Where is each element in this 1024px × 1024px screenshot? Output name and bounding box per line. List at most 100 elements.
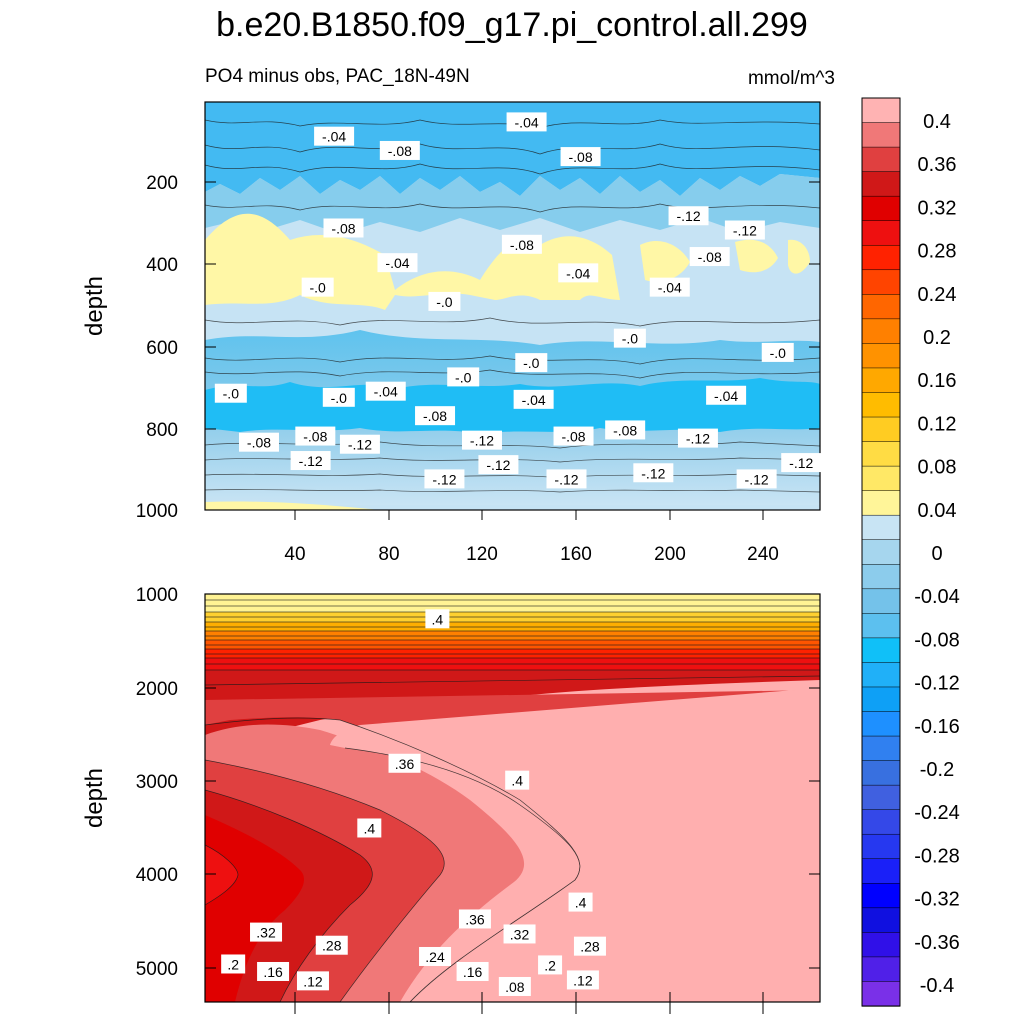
colorbar-swatch [861, 343, 901, 369]
contour-label-text: -.12 [299, 453, 323, 469]
colorbar-swatch [861, 809, 901, 835]
lower-x-ticks [294, 992, 764, 1014]
contour-label-box [290, 451, 331, 471]
contour-label-box [706, 385, 747, 405]
contour-label-text: -.12 [470, 433, 494, 449]
contour-label-text: .2 [544, 957, 556, 973]
contour-label-text: -.12 [745, 471, 769, 487]
contour-label: -.12 [546, 469, 587, 489]
contour-label-box [736, 469, 777, 489]
colorbar-label: 0.08 [918, 457, 957, 479]
contour-label-text: -.12 [686, 431, 710, 447]
lower-band-orange [205, 622, 820, 631]
contour-label: .4 [568, 892, 593, 912]
upper-panel-fields [205, 102, 820, 510]
colorbar-label: 0.28 [918, 241, 957, 263]
colorbar-swatch [861, 97, 901, 124]
colorbar-label: -0.4 [920, 975, 954, 997]
contour-label: -.04 [513, 389, 554, 409]
contour-label: -.08 [379, 140, 420, 160]
contour-label-text: -.12 [641, 465, 665, 481]
colorbar-swatch [861, 711, 901, 737]
colorbar-swatch [861, 367, 901, 394]
colorbar-swatch [861, 784, 901, 811]
colorbar-swatch [861, 416, 901, 443]
colorbar-label: -0.32 [914, 889, 960, 911]
lower-band-yellow [205, 594, 820, 612]
colorbar-swatch [861, 392, 901, 418]
colorbar-swatch [861, 441, 901, 467]
contour-label-box [214, 383, 247, 403]
colorbar-swatch [861, 858, 901, 884]
contour-label: .16 [456, 961, 489, 981]
contour-label-box [501, 234, 542, 254]
contour-label: .2 [221, 954, 246, 974]
contour-label: .24 [419, 946, 452, 966]
contour-label: -.12 [677, 428, 718, 448]
colorbar-label: 0.4 [923, 111, 951, 133]
contour-label: .36 [458, 909, 491, 929]
upper-xtick-label: 120 [466, 544, 498, 565]
contour-label-text: .36 [465, 911, 485, 927]
contour-label-text: .16 [463, 964, 483, 980]
contour-label-box [761, 342, 794, 362]
contour-label-text: -.08 [247, 435, 271, 451]
upper-warm-small-2 [735, 239, 778, 273]
lower-ytick-label: 3000 [136, 772, 178, 793]
contour-label-text: -.08 [613, 422, 637, 438]
colorbar-label: 0.32 [918, 197, 957, 219]
colorbar-label: -0.28 [914, 845, 960, 867]
contour-label-box [649, 277, 690, 297]
colorbar-swatch [861, 588, 901, 615]
upper-ytick-label: 200 [146, 173, 178, 194]
colorbar-swatch [861, 171, 901, 197]
contour-label-text: .4 [575, 895, 587, 911]
contour-label: -.12 [339, 434, 380, 454]
contour-label-box [301, 277, 334, 297]
colorbar-swatch [861, 146, 901, 173]
contour-label-text: -.04 [385, 255, 409, 271]
contour-label: -.0 [613, 328, 646, 348]
colorbar-label: -0.36 [914, 932, 960, 954]
upper-ytick-label: 600 [146, 338, 178, 359]
colorbar-swatch [861, 956, 901, 983]
contour-label-box [425, 609, 450, 629]
contour-label-text: -.0 [223, 386, 240, 402]
contour-label-box [605, 420, 646, 440]
contour-label-text: -.04 [714, 388, 738, 404]
contour-label-text: -.04 [522, 392, 546, 408]
contour-label: .36 [388, 753, 421, 773]
contour-label-text: -.0 [770, 345, 787, 361]
contour-label-box [633, 463, 674, 483]
contour-label-box [379, 140, 420, 160]
upper-xtick-label: 160 [560, 544, 592, 565]
contour-label: -.08 [689, 247, 730, 267]
contour-label-box [677, 428, 718, 448]
contour-label-text: .4 [363, 820, 375, 836]
contour-label-text: .08 [505, 979, 525, 995]
colorbar-label: -0.24 [914, 802, 960, 824]
lower-plot-frame [204, 593, 821, 1003]
contour-label-text: .32 [510, 926, 530, 942]
colorbar-label: -0.04 [914, 586, 960, 608]
colorbar-frame [861, 97, 901, 1007]
contour-label-text: -.0 [331, 390, 348, 406]
contour-label-box [357, 818, 382, 838]
contour-label: .4 [357, 818, 382, 838]
contour-label-text: -.0 [309, 280, 326, 296]
contour-label-box [546, 469, 587, 489]
contour-label-box [478, 455, 519, 475]
contour-label-text: -.04 [322, 129, 346, 145]
colorbar-swatch [861, 637, 901, 664]
contour-label-text: -.04 [566, 265, 590, 281]
contour-label-box [428, 291, 461, 311]
contour-label-box [506, 112, 547, 132]
colorbar-label: -0.2 [920, 759, 954, 781]
contour-label: -.0 [447, 367, 480, 387]
contour-label: -.04 [558, 263, 599, 283]
contour-label: -.12 [724, 220, 765, 240]
contour-label: -.0 [761, 342, 794, 362]
lower-y-ticks: 1000 2000 3000 4000 5000 [136, 585, 820, 980]
contour-label: -.12 [461, 430, 502, 450]
contour-label: .32 [503, 924, 536, 944]
